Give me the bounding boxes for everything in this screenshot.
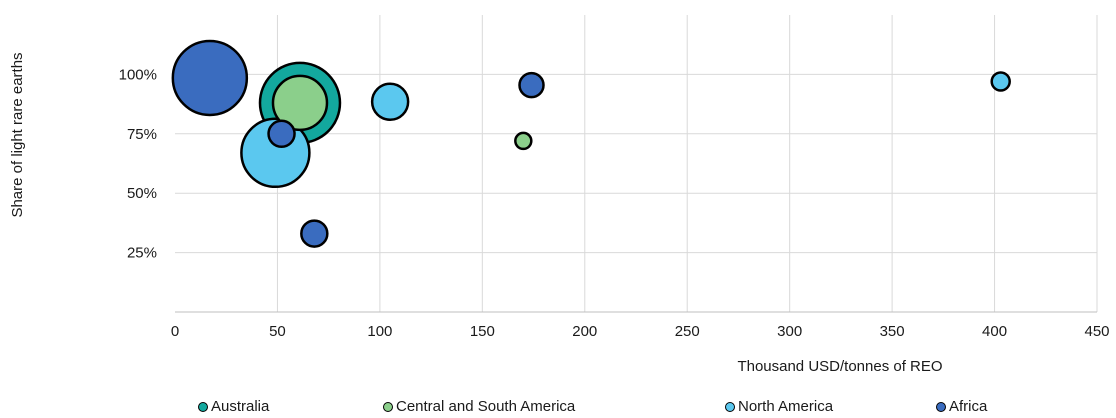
x-tick-label: 400 <box>982 323 1007 340</box>
bubble-central-and-south-america <box>514 131 533 151</box>
x-tick-label: 0 <box>171 323 179 340</box>
x-axis-ticks: 0 50 100 150 200 250 300 350 400 450 <box>171 323 1110 340</box>
bubble-central-and-south-america <box>271 74 329 132</box>
bubble-north-america <box>370 82 410 121</box>
legend-marker <box>383 401 393 412</box>
legend-label: North America <box>738 398 834 415</box>
x-tick-label: 150 <box>470 323 495 340</box>
legend-marker <box>198 401 208 412</box>
legend-item-central-and-south-america: Central and South America <box>383 398 575 415</box>
x-tick-label: 350 <box>880 323 905 340</box>
legend-item-north-america: North America <box>725 398 833 415</box>
legend-item-australia: Australia <box>198 398 269 415</box>
y-axis-title: Share of light rare earths <box>9 52 26 217</box>
bubble-africa <box>171 39 249 117</box>
x-tick-label: 300 <box>777 323 802 340</box>
legend-label: Central and South America <box>396 398 576 415</box>
y-tick-label: 25% <box>127 245 157 262</box>
y-tick-label: 75% <box>127 126 157 143</box>
scatter-chart: 0 50 100 150 200 250 300 350 400 450 25% 50% 75% 100… <box>9 15 1110 375</box>
bubbles <box>171 39 1011 248</box>
bubble-africa <box>518 71 545 99</box>
x-tick-label: 200 <box>572 323 597 340</box>
grid <box>175 15 1098 313</box>
legend-label: Australia <box>211 398 270 415</box>
legend-label: Africa <box>949 398 988 415</box>
legend: Australia Central and South America North … <box>0 398 1116 418</box>
bubble-africa <box>300 219 329 248</box>
legend-marker <box>725 401 735 412</box>
x-tick-label: 50 <box>269 323 286 340</box>
bubble-north-america <box>990 71 1011 92</box>
x-tick-label: 450 <box>1084 323 1109 340</box>
y-tick-label: 100% <box>119 66 157 83</box>
x-tick-label: 100 <box>367 323 392 340</box>
legend-item-africa: Africa <box>936 398 987 415</box>
x-tick-label: 250 <box>675 323 700 340</box>
legend-marker <box>936 401 946 412</box>
bubble-africa <box>267 119 296 149</box>
x-axis-title: Thousand USD/tonnes of REO <box>737 358 942 375</box>
y-tick-label: 50% <box>127 185 157 202</box>
y-axis-ticks: 25% 50% 75% 100% <box>119 66 157 261</box>
